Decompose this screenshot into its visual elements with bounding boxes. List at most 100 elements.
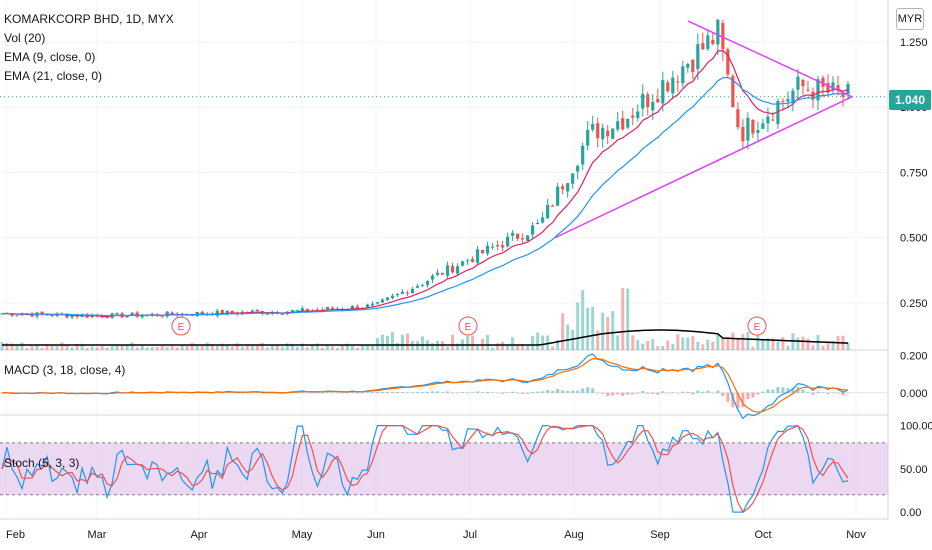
volume-bar [626,288,630,350]
volume-bar [466,336,470,350]
macd-histogram-bar [340,392,344,394]
volume-bar [501,341,505,350]
macd-histogram-bar [370,392,374,393]
ema21-indicator-label[interactable]: EMA (21, close, 0) [4,69,103,83]
volume-bar [776,341,780,350]
volume-bar [225,345,229,350]
volume-bar [756,332,760,350]
volume-bar [551,346,555,350]
candle-body [480,249,485,254]
x-axis: Feb Mar Apr May Jun Jul Aug Sep Oct Nov [6,529,866,541]
macd-histogram-bar [841,392,845,395]
candle-body [746,117,750,141]
macd-histogram-bar [230,392,234,394]
macd-histogram-bar [410,392,414,393]
macd-histogram-bar [350,392,354,393]
volume-bar [491,347,495,350]
volume-bar [110,346,114,350]
volume-bar [15,344,19,350]
volume-bar [681,337,685,350]
macd-histogram-bar [506,392,510,393]
candle-body [726,49,730,75]
volume-indicator-label[interactable]: Vol (20) [4,31,46,45]
macd-indicator-label[interactable]: MACD (3, 18, close, 4) [4,363,126,377]
stoch-indicator-label[interactable]: Stoch (5, 3, 3) [4,456,80,470]
candle-body [546,204,550,219]
candle-body [641,93,645,109]
macd-histogram-bar [736,392,740,409]
candle-body [350,305,355,311]
volume-bar [215,345,219,350]
candle-body [646,94,650,108]
macd-histogram-bar [355,392,359,394]
candle-body [661,80,665,104]
volume-bar [20,342,24,350]
candle-body [516,233,520,239]
volume-bar [100,346,104,350]
candle-body [400,291,405,294]
macd-histogram-bar [390,391,394,393]
symbol-title: KOMARKCORP BHD, 1D, MYX [4,12,174,26]
macd-histogram-bar [771,389,775,393]
candle-body [490,246,495,248]
macd-histogram-bar [330,392,334,394]
candle-body [370,303,375,306]
macd-pane [0,353,888,420]
candle-body [741,126,745,142]
volume-bar [581,290,585,350]
candle-body [581,145,585,165]
candle-body [300,308,304,311]
macd-histogram-bar [250,392,254,394]
volume-bar [566,324,570,350]
x-tick-label: Jun [367,529,385,541]
candle-body [255,309,259,312]
macd-histogram-bar [561,390,565,393]
candle-body [380,299,385,303]
macd-histogram-bar [270,392,274,394]
volume-bar [656,346,660,350]
candle-body [440,272,445,275]
volume-bar [636,340,640,350]
ema9-indicator-label[interactable]: EMA (9, close, 0) [4,50,96,64]
volume-bar [516,344,520,350]
currency-button[interactable]: MYR [896,8,924,30]
candle-body [526,235,530,242]
macd-histogram-bar [105,392,109,394]
macd-histogram-bar [476,391,480,393]
macd-histogram-bar [240,392,244,394]
candle-body [80,314,84,318]
candle-body [355,306,360,310]
macd-histogram-bar [501,392,505,394]
macd-histogram-bar [726,392,730,402]
volume-bar [360,345,364,350]
volume-bar [180,345,184,350]
candle-body [230,310,234,313]
candle-body [711,39,715,45]
volume-bar [420,336,424,350]
volume-bar [310,345,314,350]
volume-bar [506,345,510,350]
candle-body [736,109,740,128]
volume-bar [170,346,174,350]
volume-bar [330,346,334,350]
x-tick-label: Oct [754,529,771,541]
candle-body [425,280,430,286]
volume-bar [270,345,274,350]
volume-bar [390,332,394,350]
macd-histogram-bar [786,388,790,393]
indicator-lines [0,49,888,346]
volume-bars [0,287,850,350]
candle-body [40,311,44,315]
macd-histogram-bar [491,392,495,393]
stoch-band [0,442,888,496]
candle-body [551,205,555,207]
volume-bar [826,342,830,350]
volume-bar [185,346,189,350]
volume-bar [736,338,740,350]
volume-bar [751,346,755,350]
macd-histogram-bar [481,392,485,393]
candle-body [455,266,460,274]
macd-histogram-bar [831,392,835,393]
volume-bar [766,338,770,350]
